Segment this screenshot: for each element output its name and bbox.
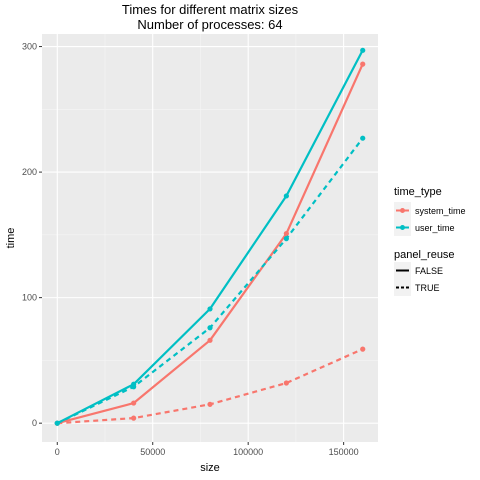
data-point — [360, 346, 366, 352]
data-point — [360, 47, 366, 53]
x-axis-ticks: 0 50000 100000 150000 — [55, 442, 359, 457]
legend-label: user_time — [415, 223, 455, 233]
legend-title-color: time_type — [394, 186, 442, 198]
data-point — [207, 325, 213, 331]
data-point — [131, 400, 137, 406]
x-tick-label: 150000 — [329, 447, 359, 457]
legend-key-point — [400, 225, 405, 230]
x-tick-label: 50000 — [140, 447, 165, 457]
legend-label: system_time — [415, 206, 466, 216]
legend-color-entries: system_time user_time — [394, 202, 466, 236]
x-axis-title: size — [200, 462, 220, 474]
x-tick-label: 0 — [55, 447, 60, 457]
data-point — [283, 193, 289, 199]
plot-panel — [42, 34, 378, 442]
legend-title-linetype: panel_reuse — [394, 249, 455, 261]
legend-linetype-entries: FALSE TRUE — [394, 262, 443, 296]
x-tick-label: 100000 — [233, 447, 263, 457]
data-point — [207, 306, 213, 312]
data-point — [283, 236, 289, 242]
legend: time_type system_time user_time panel_reu… — [394, 186, 466, 296]
data-point — [207, 337, 213, 343]
minor-gridlines — [42, 34, 378, 442]
data-point — [283, 231, 289, 237]
series-user-time-true — [54, 135, 366, 426]
data-point — [131, 415, 137, 421]
legend-label: TRUE — [415, 283, 440, 293]
y-axis-ticks: 0 100 200 300 — [22, 42, 42, 428]
y-tick-label: 200 — [22, 167, 37, 177]
y-tick-label: 300 — [22, 42, 37, 52]
major-gridlines — [42, 34, 378, 442]
data-point — [131, 384, 137, 390]
data-point — [207, 401, 213, 407]
y-axis-title: time — [5, 228, 17, 249]
legend-key-point — [400, 208, 405, 213]
series-layer — [54, 47, 366, 426]
data-point — [360, 135, 366, 141]
data-point — [360, 61, 366, 67]
y-tick-label: 0 — [32, 418, 37, 428]
chart-title: Times for different matrix sizes — [122, 2, 299, 17]
data-point — [283, 380, 289, 386]
y-tick-label: 100 — [22, 293, 37, 303]
data-point — [54, 420, 60, 426]
legend-label: FALSE — [415, 266, 443, 276]
chart-subtitle: Number of processes: 64 — [137, 17, 282, 32]
